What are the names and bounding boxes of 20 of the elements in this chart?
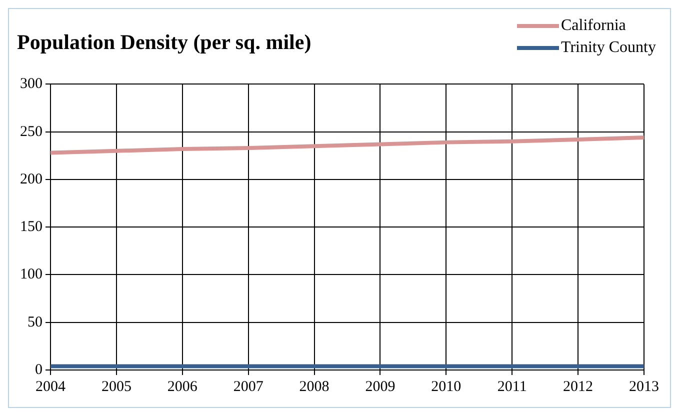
x-tick-label: 2013 (629, 378, 659, 395)
y-tick-label: 100 (20, 266, 42, 283)
x-tick-label: 2011 (497, 378, 527, 395)
x-tick-label: 2007 (233, 378, 264, 395)
y-tick-label: 0 (35, 362, 42, 378)
legend-label: Trinity County (561, 39, 656, 57)
y-tick-label: 250 (20, 124, 42, 140)
x-tick-label: 2009 (365, 378, 396, 395)
x-tick-label: 2006 (167, 378, 198, 395)
y-tick-label: 200 (20, 171, 42, 188)
x-tick-label: 2010 (431, 378, 462, 395)
x-tick-label: 2005 (101, 378, 132, 395)
legend-label: California (561, 17, 626, 35)
y-tick-label: 50 (28, 314, 42, 330)
chart-title: Population Density (per sq. mile) (17, 30, 312, 54)
y-tick-label: 150 (20, 219, 42, 236)
x-tick-label: 2008 (299, 378, 330, 395)
y-tick-label: 300 (20, 76, 42, 92)
x-tick-label: 2012 (563, 378, 594, 395)
x-tick-label: 2004 (36, 378, 66, 395)
